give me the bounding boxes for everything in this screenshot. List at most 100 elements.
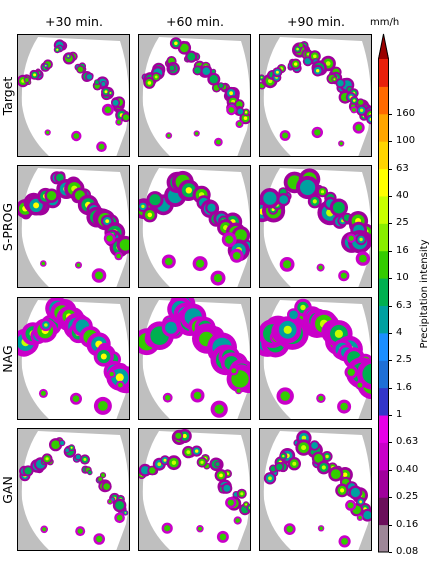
- radar-panel: [17, 297, 130, 420]
- colorbar-bin: [378, 168, 389, 197]
- precip-cell-mid: [51, 440, 60, 449]
- precip-cell-core: [193, 391, 202, 400]
- precip-cell-core: [282, 454, 285, 458]
- precip-cell-core: [296, 47, 299, 51]
- radar-panel: [259, 34, 372, 157]
- colorbar-tickmark: [389, 113, 392, 115]
- precip-cell-mid: [314, 453, 323, 463]
- colorbar-tick-label: 25: [396, 217, 409, 229]
- colorbar-title: Precipitation intensity: [419, 239, 430, 349]
- precip-cell-core: [347, 368, 355, 376]
- precip-cell-core: [109, 372, 114, 377]
- precip-cell-core: [235, 518, 240, 523]
- precip-cell-core: [240, 492, 244, 496]
- colorbar-outline: [378, 33, 389, 553]
- precip-cell-mid: [56, 173, 64, 182]
- precip-cell-core: [219, 533, 227, 541]
- precip-cell-core: [67, 55, 69, 57]
- precip-cell-core: [280, 391, 290, 401]
- colorbar-tickmark: [389, 305, 392, 307]
- radar-panel-svg: [19, 431, 129, 550]
- precip-cell-core: [271, 208, 275, 212]
- radar-panel-svg: [139, 168, 250, 287]
- precip-cell-core: [200, 460, 204, 464]
- precip-cell-core: [359, 254, 367, 263]
- colorbar-bin: [378, 86, 389, 115]
- precip-cell-core: [45, 457, 49, 461]
- precip-cell-mid: [234, 229, 247, 242]
- radar-panel: [259, 165, 372, 288]
- precip-cell-core: [282, 132, 289, 139]
- precip-cell-mid: [276, 463, 283, 471]
- precip-cell-mid: [88, 470, 92, 475]
- colorbar-tick-label: 100: [396, 135, 416, 147]
- precip-cell-mid: [223, 484, 231, 492]
- colorbar-tickmark: [389, 141, 392, 143]
- colorbar-bin: [378, 278, 389, 306]
- precip-cell-mid: [149, 194, 161, 206]
- precip-cell-core: [300, 304, 306, 311]
- precip-cell-mid: [236, 101, 243, 108]
- colorbar-tickmark: [389, 415, 392, 417]
- precip-cell-mid: [337, 80, 344, 87]
- column-title: +60 min.: [166, 14, 224, 29]
- precip-cell-core: [348, 235, 354, 241]
- precip-cell-core: [115, 373, 124, 382]
- precip-cell-mid: [202, 67, 211, 75]
- precip-cell-mid: [187, 52, 196, 61]
- precip-cell-core: [83, 458, 87, 461]
- radar-panel-svg: [263, 430, 371, 550]
- precip-cell-core: [108, 499, 112, 504]
- colorbar-tickmark: [389, 168, 392, 170]
- precip-cell-mid: [75, 454, 81, 460]
- precip-cell-core: [347, 502, 354, 509]
- radar-panel: [259, 297, 372, 420]
- colorbar-tick-label: 0.16: [396, 518, 419, 530]
- precip-cell-core: [340, 402, 348, 411]
- precip-cell-core: [283, 260, 292, 269]
- row-label: Target: [0, 76, 15, 115]
- precip-cell-core: [369, 117, 371, 121]
- precip-cell-core: [216, 139, 221, 145]
- precip-cell-core: [164, 525, 171, 532]
- precip-cell-core: [283, 325, 292, 334]
- precip-cell-core: [227, 499, 234, 506]
- precip-cell-core: [195, 131, 199, 136]
- colorbar-tick-label: 0.63: [396, 436, 419, 448]
- column-title: +90 min.: [287, 14, 345, 29]
- colorbar-tickmark: [389, 469, 392, 471]
- precip-cell-mid: [65, 448, 69, 452]
- precip-cell-core: [214, 404, 224, 414]
- radar-panel: [138, 297, 251, 420]
- precip-cell-core: [186, 450, 191, 454]
- precip-cell-core: [105, 219, 110, 223]
- precip-cell-core: [294, 62, 298, 66]
- precip-cell-core: [42, 527, 47, 532]
- precip-cell-core: [73, 133, 80, 139]
- precip-cell-mid: [169, 65, 175, 71]
- colorbar-tickmark: [389, 332, 392, 334]
- precip-cell-core: [245, 503, 248, 506]
- precip-cell-mid: [298, 43, 303, 48]
- colorbar-tickmark: [389, 497, 392, 499]
- precip-cell-mid: [247, 505, 250, 511]
- precip-cell-core: [165, 257, 173, 266]
- precip-cell-mid: [95, 80, 99, 85]
- precip-cell-mid: [101, 82, 106, 86]
- precip-cell-core: [231, 368, 237, 374]
- precip-cell-core: [116, 120, 121, 125]
- colorbar-tickmark: [389, 360, 392, 362]
- row-label: S-PROG: [0, 202, 15, 251]
- precip-cell-mid: [175, 432, 182, 439]
- precip-cell-core: [316, 69, 320, 73]
- precip-cell-mid: [103, 483, 110, 490]
- radar-panel-svg: [260, 298, 371, 419]
- precip-cell-core: [118, 382, 123, 388]
- precip-cell-core: [72, 395, 80, 402]
- precip-cell-core: [359, 108, 364, 113]
- precip-cell-mid: [24, 77, 29, 83]
- precip-cell-mid: [211, 69, 216, 74]
- precip-cell-mid: [60, 440, 65, 446]
- precip-cell-core: [165, 395, 171, 401]
- precip-cell-mid: [350, 487, 360, 498]
